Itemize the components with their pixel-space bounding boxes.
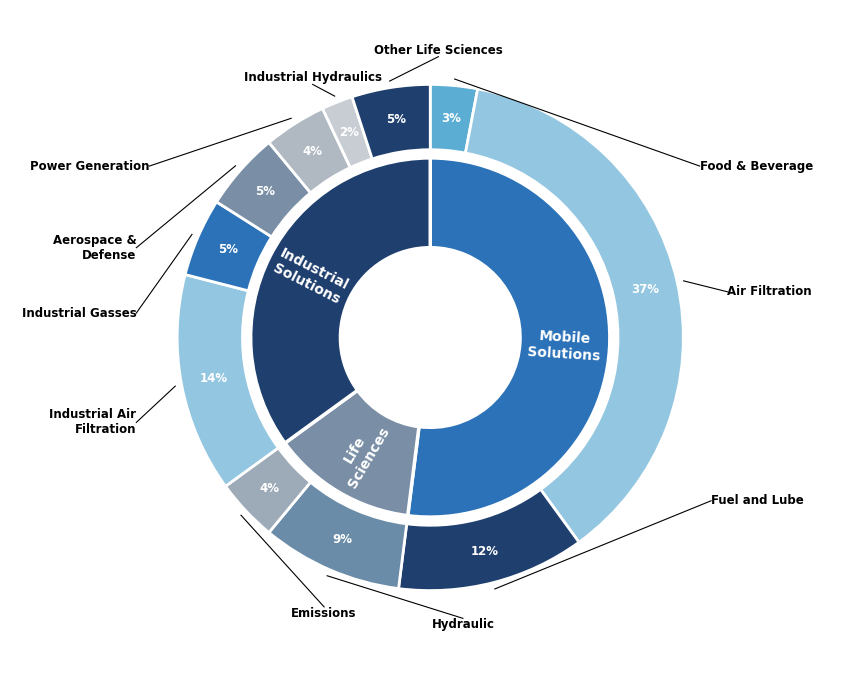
Wedge shape: [398, 489, 578, 591]
Text: 14%: 14%: [199, 373, 228, 385]
Wedge shape: [268, 109, 350, 193]
Text: Industrial
Solutions: Industrial Solutions: [269, 246, 350, 307]
Wedge shape: [177, 275, 278, 486]
Text: Aerospace &
Defense: Aerospace & Defense: [52, 234, 136, 262]
Text: 12%: 12%: [470, 545, 499, 558]
Text: 2%: 2%: [338, 126, 359, 139]
Text: Power Generation: Power Generation: [30, 159, 149, 173]
Text: Mobile
Solutions: Mobile Solutions: [527, 329, 602, 363]
Text: Industrial Air
Filtration: Industrial Air Filtration: [49, 408, 136, 437]
Text: Fuel and Lube: Fuel and Lube: [711, 494, 803, 508]
Text: 37%: 37%: [630, 283, 658, 296]
Wedge shape: [251, 158, 430, 443]
Text: Industrial Gasses: Industrial Gasses: [22, 306, 136, 319]
Text: 3%: 3%: [441, 111, 460, 125]
Wedge shape: [216, 142, 311, 237]
Wedge shape: [284, 390, 419, 516]
Text: Industrial Hydraulics: Industrial Hydraulics: [243, 72, 381, 84]
Wedge shape: [322, 97, 372, 167]
Wedge shape: [430, 84, 477, 153]
Text: 4%: 4%: [302, 145, 322, 158]
Wedge shape: [268, 482, 406, 589]
Text: Air Filtration: Air Filtration: [727, 286, 811, 298]
Wedge shape: [225, 448, 311, 533]
Text: Hydraulic: Hydraulic: [431, 618, 494, 631]
Text: 5%: 5%: [218, 244, 238, 256]
Text: Life
Sciences: Life Sciences: [331, 416, 392, 491]
Wedge shape: [185, 202, 272, 291]
Wedge shape: [408, 158, 609, 517]
Wedge shape: [465, 89, 683, 542]
Text: Food & Beverage: Food & Beverage: [699, 159, 812, 173]
Text: 5%: 5%: [386, 113, 405, 126]
Text: 5%: 5%: [255, 185, 274, 198]
Text: 9%: 9%: [333, 533, 352, 546]
Text: Other Life Sciences: Other Life Sciences: [374, 44, 502, 57]
Text: 4%: 4%: [259, 482, 279, 495]
Text: Emissions: Emissions: [291, 607, 356, 620]
Wedge shape: [352, 84, 430, 159]
